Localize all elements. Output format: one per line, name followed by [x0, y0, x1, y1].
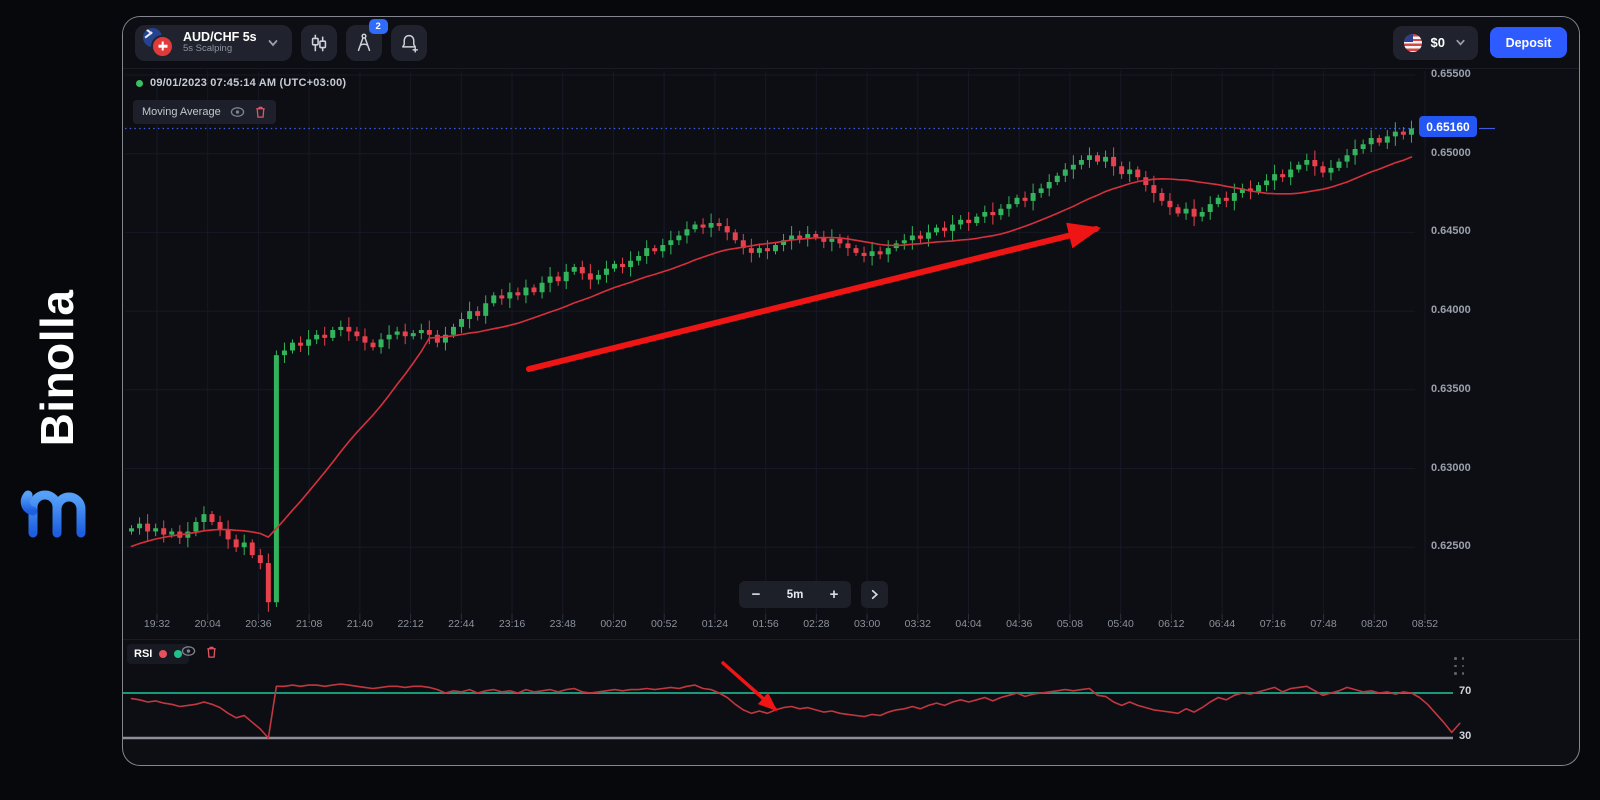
time-axis-label: 00:20	[600, 618, 627, 630]
time-axis-label: 04:04	[955, 618, 982, 630]
price-axis-label: 0.65500	[1431, 68, 1471, 80]
balance-selector[interactable]: $0	[1392, 25, 1478, 60]
time-axis-label: 23:48	[549, 618, 576, 630]
trading-panel: AUD/CHF 5s 5s Scalping	[122, 16, 1580, 766]
rsi-red-dot-icon	[159, 650, 168, 658]
binolla-logo	[20, 490, 86, 538]
asset-selector[interactable]: AUD/CHF 5s 5s Scalping	[135, 24, 292, 61]
asset-subtitle: 5s Scalping	[183, 43, 233, 55]
candlestick-icon	[311, 34, 326, 51]
trash-icon	[207, 646, 216, 658]
trend-arrow	[526, 222, 1102, 372]
balance-amount: $0	[1430, 35, 1445, 50]
time-axis-label: 06:44	[1208, 618, 1236, 630]
usd-flag-icon	[1403, 33, 1422, 52]
ma-visibility-button[interactable]	[230, 106, 245, 118]
rsi-visibility-button[interactable]	[181, 645, 196, 657]
time-axis-label: 05:40	[1107, 618, 1134, 630]
rsi-green-dot-icon	[174, 650, 183, 658]
moving-average-label: Moving Average	[142, 106, 221, 118]
current-price-badge: 0.65160	[1419, 116, 1477, 137]
time-axis-label: 08:52	[1411, 618, 1439, 630]
time-axis-label: 03:32	[904, 618, 931, 630]
eye-icon	[181, 646, 196, 656]
timeframe-controls: − 5m +	[739, 581, 851, 608]
chart-canvas[interactable]	[123, 17, 1579, 765]
ma-delete-button[interactable]	[254, 105, 267, 119]
price-axis-label: 0.62500	[1431, 540, 1471, 553]
rsi-label: RSI	[134, 648, 153, 660]
timeframe-label: 5m	[786, 588, 804, 601]
time-axis-label: 22:44	[448, 618, 475, 630]
topbar: AUD/CHF 5s 5s Scalping	[123, 17, 1579, 69]
price-axis-label: 0.63000	[1431, 461, 1471, 474]
bell-plus-icon	[401, 34, 418, 53]
trash-icon	[256, 106, 265, 118]
brand-sidebar: Binolla	[0, 0, 122, 800]
chart-timestamp: 09/01/2023 07:45:14 AM (UTC+03:00)	[136, 77, 346, 89]
price-axis-label: 0.63500	[1431, 382, 1471, 395]
chevron-down-icon	[268, 39, 278, 46]
drawings-count-badge: 2	[368, 18, 388, 34]
time-axis-label: 22:12	[397, 618, 424, 630]
price-axis-label: 0.65000	[1431, 146, 1471, 159]
time-axis-label: 00:52	[651, 618, 678, 630]
rsi-level-30: 30	[1459, 730, 1472, 742]
time-axis-label: 03:00	[853, 618, 881, 630]
price-axis-label: 0.64500	[1431, 225, 1471, 238]
scroll-forward-button[interactable]	[861, 581, 888, 608]
time-axis-label: 21:40	[346, 618, 374, 630]
chevron-right-icon	[871, 589, 879, 600]
live-dot-icon	[136, 79, 143, 87]
indicators-button[interactable]	[300, 24, 337, 61]
rsi-panel-divider	[123, 639, 1579, 640]
time-axis-label: 21:08	[296, 618, 323, 630]
deposit-button[interactable]: Deposit	[1490, 27, 1567, 58]
time-axis-label: 05:08	[1056, 618, 1084, 630]
moving-average-legend: Moving Average	[133, 100, 276, 124]
time-axis-label: 04:36	[1006, 618, 1033, 630]
drawing-tools-button[interactable]: 2	[345, 18, 388, 61]
timestamp-text: 09/01/2023 07:45:14 AM (UTC+03:00)	[150, 77, 347, 89]
rsi-arrow	[721, 661, 778, 712]
time-axis-label: 01:56	[752, 618, 779, 630]
time-axis-label: 08:20	[1361, 618, 1388, 630]
asset-name: AUD/CHF 5s	[183, 29, 257, 44]
asset-flags	[143, 27, 174, 58]
compass-icon	[357, 33, 370, 51]
eye-icon	[230, 107, 244, 117]
time-axis-label: 20:04	[194, 618, 221, 630]
chf-flag-icon	[151, 34, 174, 58]
time-axis-label: 01:24	[701, 618, 729, 630]
time-axis-label: 20:36	[245, 618, 272, 630]
rsi-level-70: 70	[1459, 685, 1472, 697]
brand-name: Binolla	[31, 289, 83, 447]
alerts-button[interactable]	[390, 24, 427, 61]
rsi-drag-handle[interactable]	[1454, 657, 1466, 676]
zoom-out-button[interactable]: −	[739, 581, 773, 608]
time-axis-label: 02:28	[803, 618, 830, 630]
time-axis-label: 06:12	[1158, 618, 1185, 630]
time-axis-label: 23:16	[498, 618, 526, 630]
time-axis-label: 07:48	[1310, 618, 1337, 630]
chevron-down-icon	[1456, 39, 1465, 46]
price-axis-label: 0.64000	[1431, 304, 1471, 317]
rsi-delete-button[interactable]	[205, 645, 218, 659]
zoom-in-button[interactable]: +	[817, 581, 851, 608]
rsi-legend: RSI	[127, 644, 190, 664]
time-axis-label: 07:16	[1259, 618, 1286, 630]
time-axis-label: 19:32	[143, 618, 171, 630]
